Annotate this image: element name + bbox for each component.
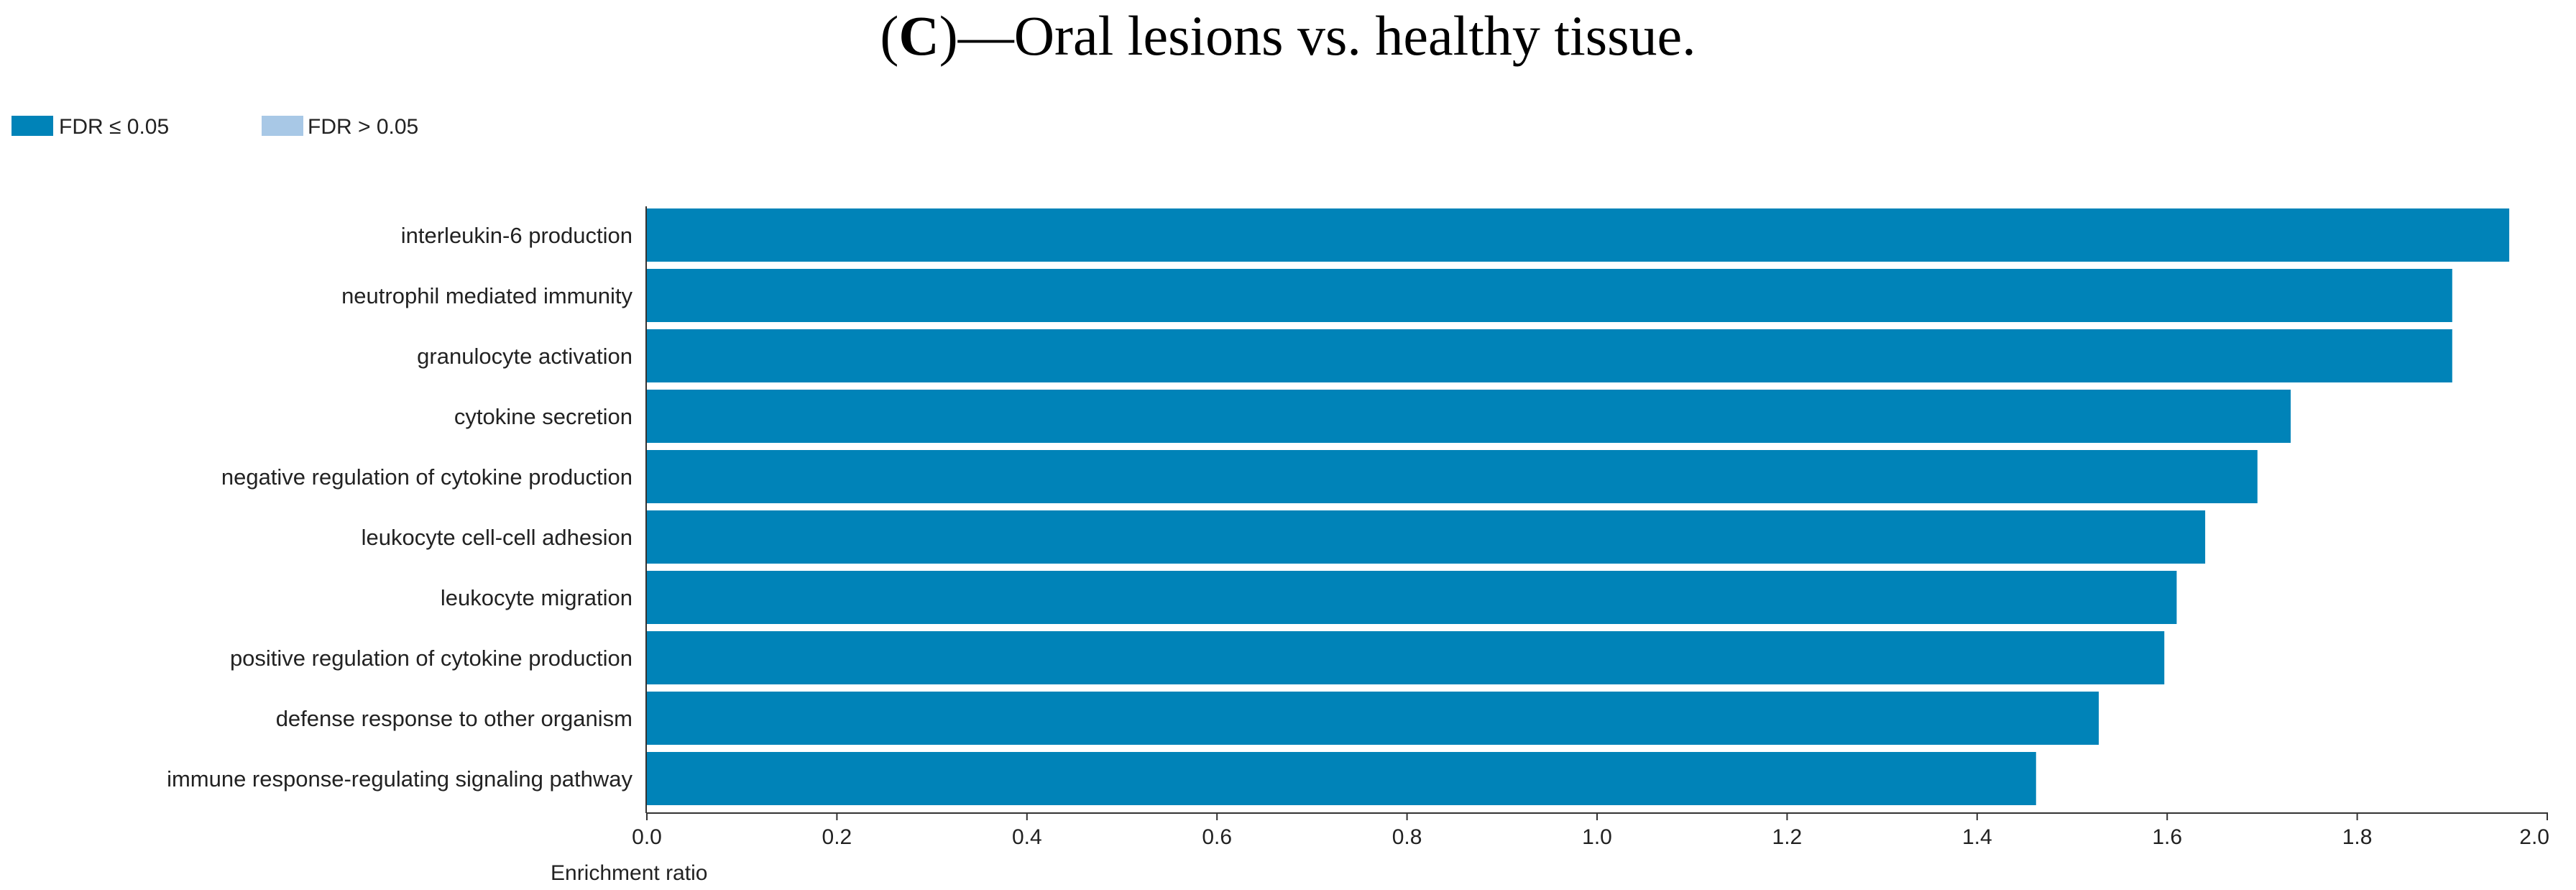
x-tick-label: 0.0 [632,825,662,849]
bar [647,752,2036,805]
bar [647,390,2291,443]
bar [647,571,2177,624]
category-label: granulocyte activation [417,344,632,369]
category-label: leukocyte migration [441,585,632,610]
category-label: neutrophil mediated immunity [341,283,632,308]
category-label: negative regulation of cytokine producti… [221,464,632,490]
legend-swatch [12,116,53,136]
x-tick-label: 0.4 [1012,825,1042,849]
category-label: positive regulation of cytokine producti… [230,646,632,671]
category-label: interleukin-6 production [401,223,632,248]
x-tick-label: 2.0 [2519,825,2549,849]
legend-swatch [262,116,303,136]
legend-label: FDR > 0.05 [308,115,418,139]
bar [647,631,2165,684]
x-tick-label: 0.2 [822,825,852,849]
figure-panel-letter: C [898,4,939,67]
x-tick-label: 1.8 [2342,825,2373,849]
x-tick-label: 1.0 [1582,825,1612,849]
category-label: defense response to other organism [276,706,632,731]
bars [647,208,2510,805]
category-label: leukocyte cell-cell adhesion [362,525,632,550]
bar [647,329,2452,382]
bar [647,450,2258,503]
x-tick-label: 1.2 [1772,825,1803,849]
figure-title: (C)—Oral lesions vs. healthy tissue. [0,0,2576,72]
legend-label: FDR ≤ 0.05 [59,115,169,139]
bar [647,692,2099,745]
bar [647,208,2510,262]
legend: FDR ≤ 0.05 FDR > 0.05 [12,115,418,139]
x-tick-label: 1.6 [2152,825,2182,849]
category-labels: interleukin-6 production neutrophil media… [167,223,632,792]
x-axis: 0.0 0.2 0.4 0.6 0.8 1.0 1.2 1.4 1.6 1.8 2.0 Enrichm… [551,206,2549,885]
bar [647,269,2452,322]
x-axis-title: Enrichment ratio [551,861,707,885]
x-tick-label: 0.8 [1392,825,1422,849]
bar [647,510,2206,564]
x-tick-label: 0.6 [1202,825,1232,849]
x-tick-label: 1.4 [1962,825,1992,849]
category-label: immune response-regulating signaling pat… [167,766,632,792]
figure-title-text: )—Oral lesions vs. healthy tissue. [939,4,1696,67]
figure-title-open: ( [880,4,899,67]
category-label: cytokine secretion [454,404,632,429]
